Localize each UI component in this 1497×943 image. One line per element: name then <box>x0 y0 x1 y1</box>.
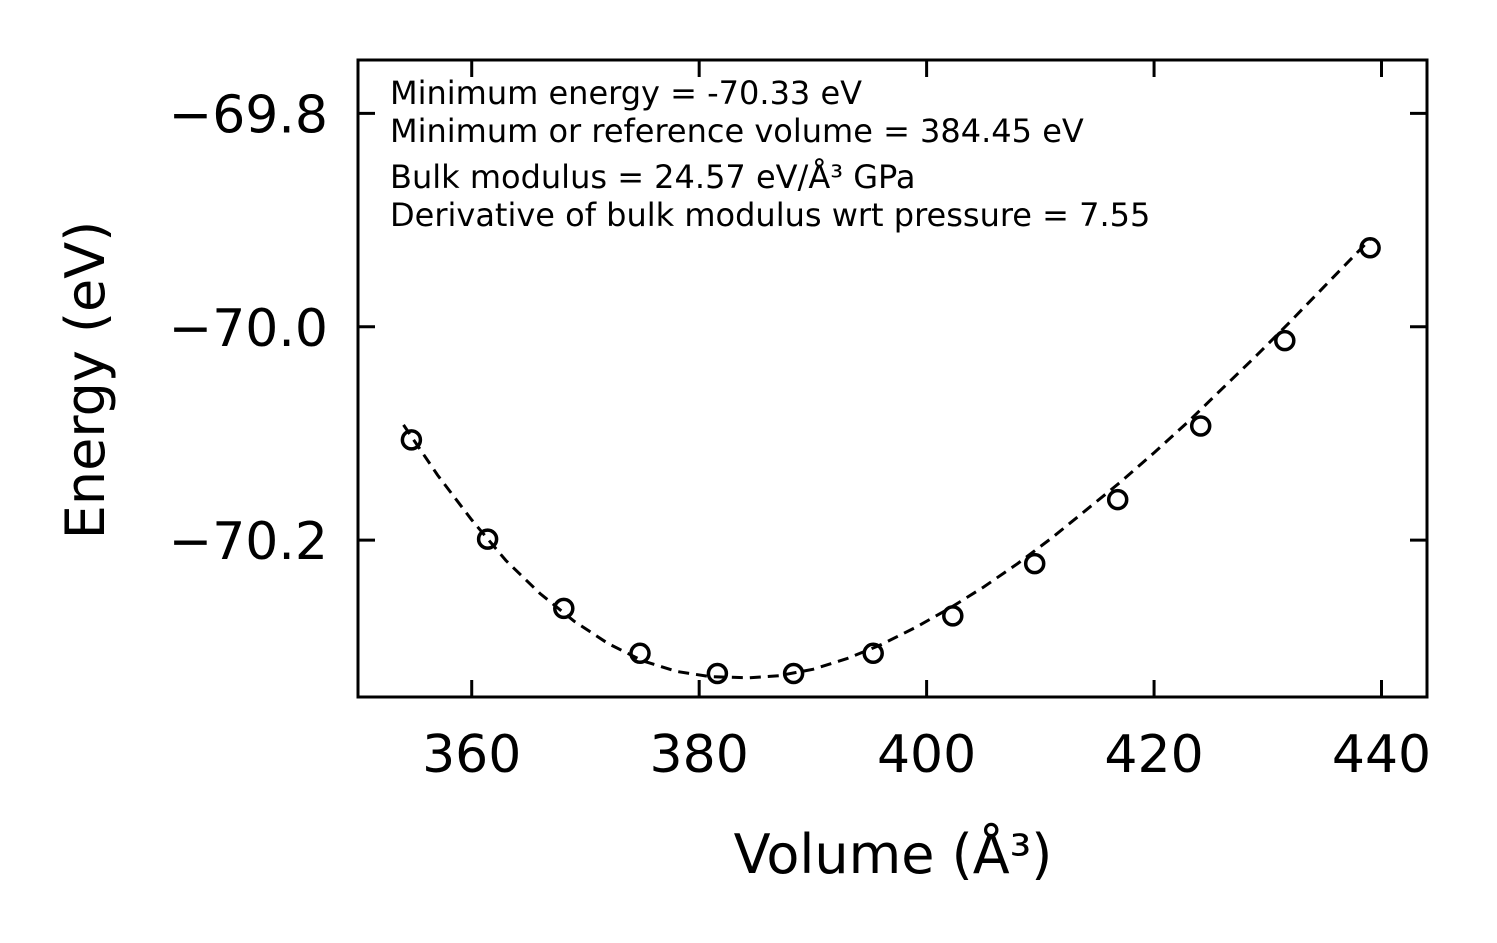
data-point <box>1359 237 1381 259</box>
x-tick-label: 380 <box>650 725 749 785</box>
annotation-bulk-modulus: Bulk modulus = 24.57 eV/Å³ GPa <box>390 158 915 196</box>
data-point <box>706 662 729 685</box>
data-point <box>553 597 575 620</box>
tick-marks-layer <box>358 60 1427 697</box>
data-point <box>1189 415 1212 437</box>
data-point <box>862 642 884 665</box>
y-tick-label: −69.8 <box>169 85 328 145</box>
x-tick-label: 440 <box>1332 725 1431 785</box>
y-tick-label: −70.2 <box>169 512 328 572</box>
data-point <box>476 528 499 550</box>
data-point <box>1106 488 1129 511</box>
annotation-reference-volume: Minimum or reference volume = 384.45 eV <box>390 112 1084 150</box>
data-point <box>782 662 805 685</box>
x-tick-label: 420 <box>1104 725 1203 785</box>
x-axis-title: Volume (Å³) <box>734 822 1053 886</box>
y-tick-label: −70.0 <box>169 299 328 359</box>
annotation-bulk-modulus-derivative: Derivative of bulk modulus wrt pressure … <box>390 196 1150 234</box>
y-axis-title: Energy (eV) <box>54 221 117 540</box>
annotation-minimum-energy: Minimum energy = -70.33 eV <box>390 74 862 112</box>
data-point <box>942 605 964 627</box>
data-point <box>1274 329 1296 352</box>
x-tick-labels: 360 380 400 420 440 <box>422 725 1431 785</box>
x-tick-label: 400 <box>877 725 976 785</box>
fit-curve-layer <box>402 238 1372 680</box>
x-tick-label: 360 <box>422 725 521 785</box>
data-point <box>400 429 423 451</box>
plot-frame <box>356 58 1429 699</box>
data-point <box>1023 552 1046 575</box>
y-tick-labels: −69.8 −70.0 −70.2 <box>169 85 328 572</box>
fit-curve-line <box>402 238 1372 680</box>
data-points-layer <box>400 237 1381 685</box>
data-point <box>629 642 651 665</box>
